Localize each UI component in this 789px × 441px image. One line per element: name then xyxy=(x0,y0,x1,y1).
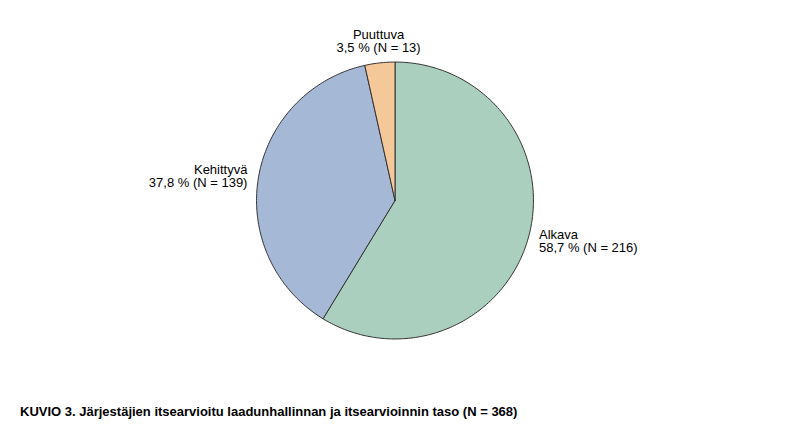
html-text:KUVIO 3. Järjestäjien itsearvi: KUVIO 3. Järjestäjien itsearvioitu laadu… xyxy=(20,404,518,419)
svg-text:Puuttuva3,5 % (N = 13): Puuttuva3,5 % (N = 13) xyxy=(336,27,420,55)
svg-text:Kehittyvä37,8 % (N = 139): Kehittyvä37,8 % (N = 139) xyxy=(149,162,248,190)
svg-text:Alkava58,7 % (N = 216): Alkava58,7 % (N = 216) xyxy=(539,227,638,255)
